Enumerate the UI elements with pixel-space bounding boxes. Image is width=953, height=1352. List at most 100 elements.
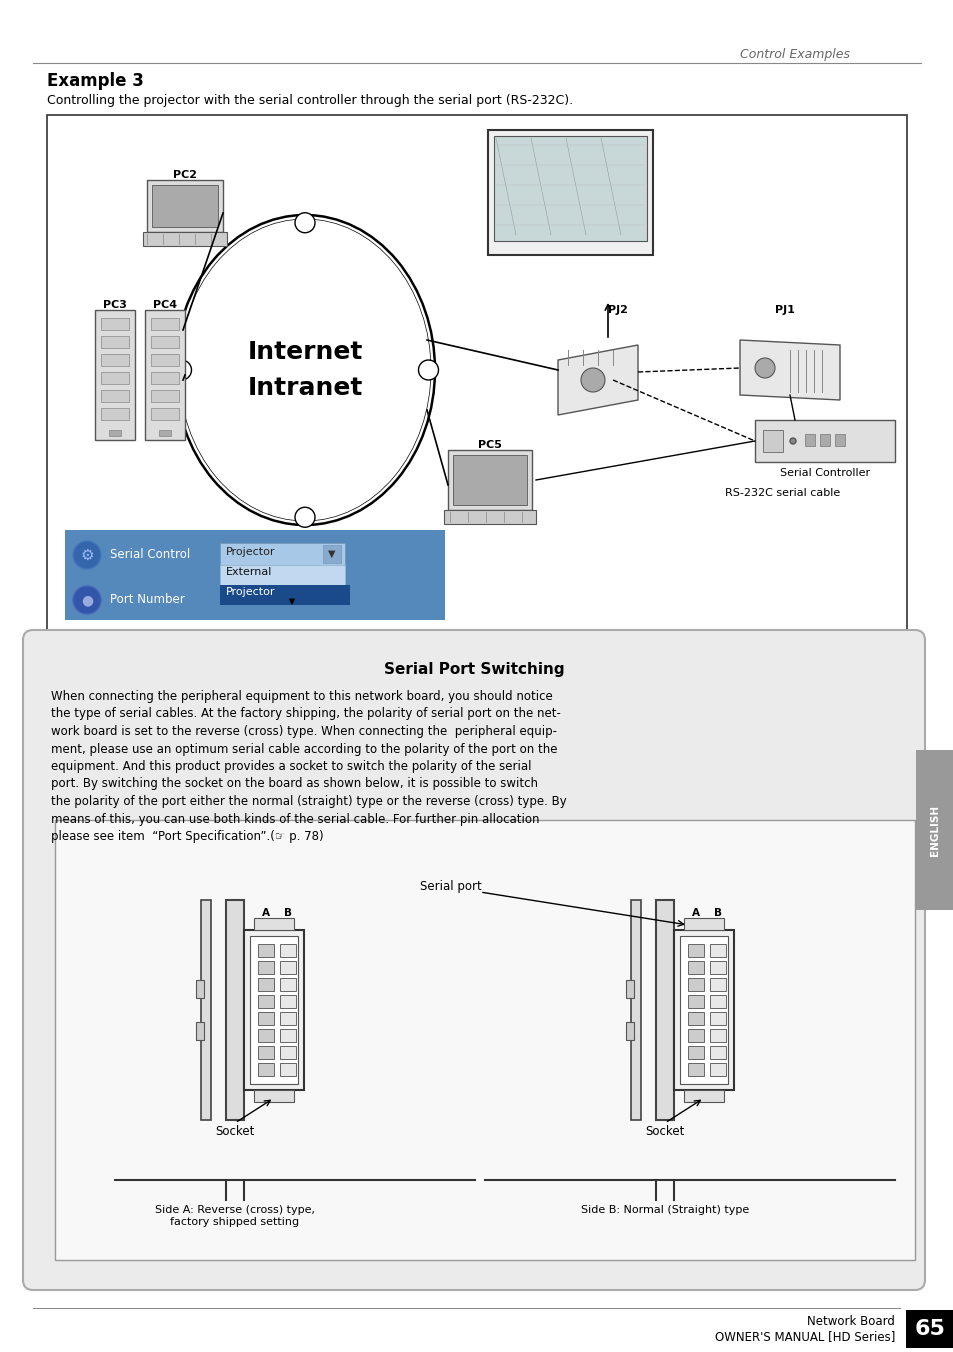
Circle shape xyxy=(418,360,438,380)
Text: Serial port: Serial port xyxy=(419,880,481,894)
Text: External: External xyxy=(226,566,273,577)
Bar xyxy=(709,1063,725,1076)
Bar xyxy=(257,1029,274,1042)
Text: PC4: PC4 xyxy=(152,300,177,310)
Bar xyxy=(257,977,274,991)
Bar xyxy=(101,389,129,402)
Bar xyxy=(145,310,185,439)
Text: PJ2: PJ2 xyxy=(607,306,627,315)
Text: equipment. And this product provides a socket to switch the polarity of the seri: equipment. And this product provides a s… xyxy=(51,760,531,773)
Text: ENGLISH: ENGLISH xyxy=(929,804,939,856)
Text: please see item  “Port Specification”.(☞ p. 78): please see item “Port Specification”.(☞ … xyxy=(51,830,323,844)
Bar xyxy=(280,961,295,973)
Bar xyxy=(257,961,274,973)
Circle shape xyxy=(294,507,314,527)
Bar xyxy=(109,430,121,435)
Text: When connecting the peripheral equipment to this network board, you should notic: When connecting the peripheral equipment… xyxy=(51,690,552,703)
Bar xyxy=(55,821,914,1260)
Bar xyxy=(683,918,723,930)
Bar xyxy=(147,180,223,233)
Text: RS-232C serial cable: RS-232C serial cable xyxy=(724,488,840,498)
Circle shape xyxy=(73,585,101,614)
Bar xyxy=(253,1090,294,1102)
Bar xyxy=(625,980,634,998)
Bar xyxy=(762,430,782,452)
Text: Side A: Reverse (cross) type,
factory shipped setting: Side A: Reverse (cross) type, factory sh… xyxy=(154,1205,314,1226)
Bar xyxy=(709,944,725,957)
Bar xyxy=(65,530,444,621)
Bar xyxy=(709,977,725,991)
Bar xyxy=(488,130,652,256)
Bar xyxy=(280,1046,295,1059)
Bar xyxy=(159,430,171,435)
Text: Controlling the projector with the serial controller through the serial port (RS: Controlling the projector with the seria… xyxy=(47,95,573,107)
Bar xyxy=(709,1046,725,1059)
Ellipse shape xyxy=(179,219,431,521)
Text: PC2: PC2 xyxy=(172,170,196,180)
Bar xyxy=(244,930,304,1090)
Bar xyxy=(709,1013,725,1025)
FancyBboxPatch shape xyxy=(23,630,924,1290)
Bar xyxy=(687,1013,703,1025)
Text: Side B: Normal (Straight) type: Side B: Normal (Straight) type xyxy=(580,1205,748,1215)
Text: PJ1: PJ1 xyxy=(774,306,794,315)
Text: Serial Port Switching: Serial Port Switching xyxy=(383,662,564,677)
Text: ▼: ▼ xyxy=(328,549,335,558)
Text: ment, please use an optimum serial cable according to the polarity of the port o: ment, please use an optimum serial cable… xyxy=(51,742,557,756)
Bar xyxy=(280,1029,295,1042)
Bar xyxy=(151,354,179,366)
Text: the polarity of the port either the normal (straight) type or the reverse (cross: the polarity of the port either the norm… xyxy=(51,795,566,808)
Bar xyxy=(257,1063,274,1076)
Circle shape xyxy=(754,358,774,379)
Bar xyxy=(448,450,532,510)
Bar xyxy=(280,944,295,957)
Bar xyxy=(687,977,703,991)
Bar xyxy=(257,944,274,957)
Text: Socket: Socket xyxy=(644,1125,684,1138)
Text: port. By switching the socket on the board as shown below, it is possible to swi: port. By switching the socket on the boa… xyxy=(51,777,537,791)
Text: Example 3: Example 3 xyxy=(47,72,144,91)
Bar xyxy=(820,434,829,446)
Bar xyxy=(453,456,526,506)
Text: Serial Controller: Serial Controller xyxy=(780,468,869,479)
Text: the type of serial cables. At the factory shipping, the polarity of serial port : the type of serial cables. At the factor… xyxy=(51,707,560,721)
Bar xyxy=(683,1090,723,1102)
Bar xyxy=(915,750,953,910)
Text: Internet: Internet xyxy=(247,339,362,364)
Bar xyxy=(804,434,814,446)
Text: ●: ● xyxy=(81,594,93,607)
Bar xyxy=(673,930,733,1090)
Bar xyxy=(151,408,179,420)
Bar xyxy=(280,1063,295,1076)
Bar xyxy=(687,944,703,957)
Text: work board is set to the reverse (cross) type. When connecting the  peripheral e: work board is set to the reverse (cross)… xyxy=(51,725,557,738)
Bar xyxy=(905,1310,953,1348)
Bar xyxy=(280,995,295,1009)
Bar xyxy=(709,995,725,1009)
Text: ⚙: ⚙ xyxy=(80,548,93,562)
Bar xyxy=(101,354,129,366)
Bar xyxy=(257,1046,274,1059)
Text: B: B xyxy=(713,909,721,918)
Bar xyxy=(201,900,211,1119)
Text: PC3: PC3 xyxy=(103,300,127,310)
Bar xyxy=(253,918,294,930)
Polygon shape xyxy=(558,345,638,415)
Bar xyxy=(709,961,725,973)
Bar xyxy=(679,936,727,1084)
Bar xyxy=(220,544,345,565)
Bar xyxy=(687,1046,703,1059)
Bar xyxy=(101,408,129,420)
Polygon shape xyxy=(740,339,840,400)
Bar xyxy=(151,372,179,384)
Text: B: B xyxy=(284,909,292,918)
Text: Serial Control: Serial Control xyxy=(110,548,190,561)
Bar xyxy=(220,565,345,585)
Bar xyxy=(143,233,227,246)
Text: Intranet: Intranet xyxy=(247,376,362,400)
Bar xyxy=(709,1029,725,1042)
Ellipse shape xyxy=(174,215,435,525)
Circle shape xyxy=(789,438,795,443)
Circle shape xyxy=(73,541,101,569)
Bar xyxy=(280,977,295,991)
